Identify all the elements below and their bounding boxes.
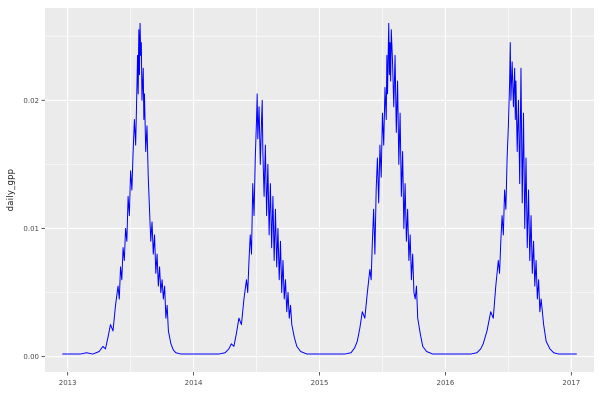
y-tick-label: 0.00 — [23, 353, 39, 361]
x-tick-label: 2013 — [59, 379, 77, 387]
x-tick-label: 2015 — [311, 379, 329, 387]
x-tick-label: 2017 — [562, 379, 580, 387]
y-tick-label: 0.01 — [23, 225, 39, 233]
data-line — [62, 22, 577, 355]
y-tick-label: 0.02 — [23, 97, 39, 105]
y-axis-title: daily_gpp — [6, 168, 16, 212]
x-tick-label: 2014 — [185, 379, 203, 387]
x-tick-label: 2016 — [437, 379, 455, 387]
